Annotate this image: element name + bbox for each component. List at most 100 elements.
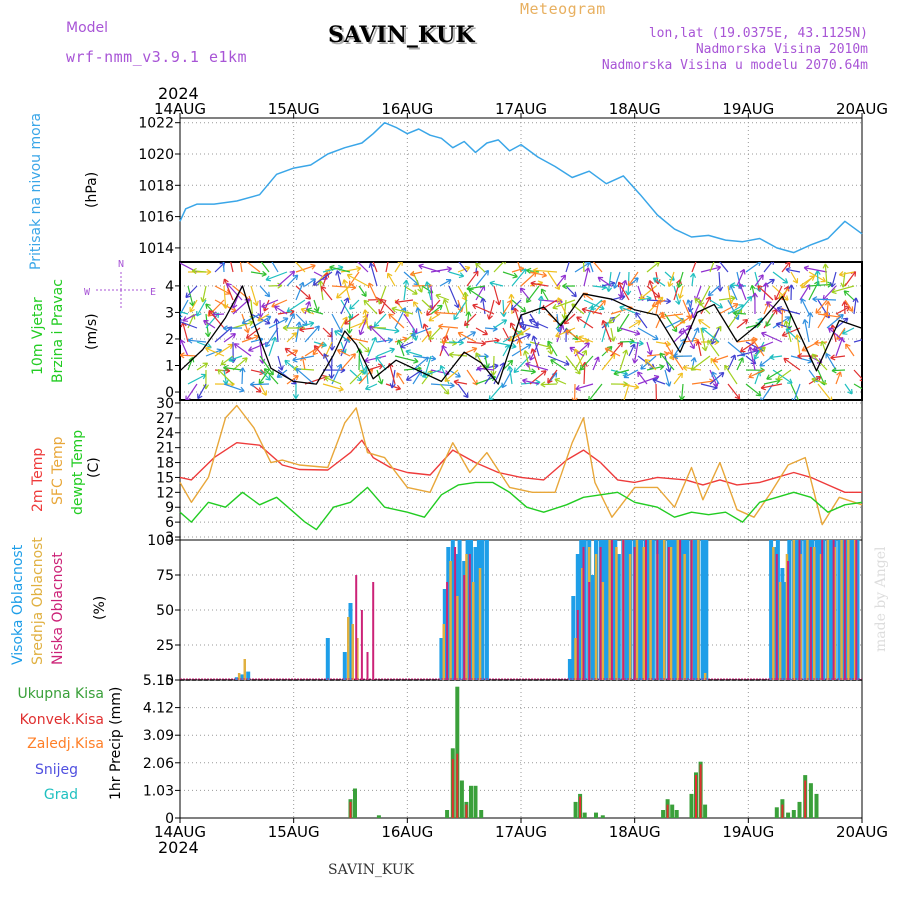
wind-arrow [376, 369, 384, 385]
wind-arrow [457, 331, 477, 343]
pressure-ytick-label: 1014 [138, 241, 174, 257]
wind-arrow [623, 369, 639, 379]
wind-arrow [426, 299, 441, 316]
total-precip-bar [353, 788, 357, 818]
wind-arrow [340, 353, 356, 371]
low-cloud-bar [446, 582, 449, 680]
wind-arrow [462, 291, 469, 315]
wind-arrow [590, 299, 603, 311]
wind-arrow [522, 378, 540, 385]
wind-arrow [486, 299, 495, 320]
wind-arrow [664, 313, 678, 333]
wind-arrow [369, 325, 387, 343]
high-cloud-bar [240, 674, 245, 680]
cloud-side-label-1: Visoka Oblacnost [10, 544, 26, 665]
precip-legend-frz: Zaledj.Kisa [27, 736, 104, 752]
mid-cloud-bar [847, 540, 850, 680]
wind-arrow [651, 299, 666, 308]
wind-arrow [788, 284, 795, 301]
wind-arrow [250, 270, 267, 277]
total-precip-bar [689, 793, 694, 818]
wind-arrow [239, 262, 243, 273]
x-tick-label-bottom: 15AUG [268, 823, 320, 841]
low-cloud-bar [821, 540, 824, 680]
x-tick-label-top: 20AUG [836, 100, 888, 118]
wind-arrow [652, 378, 666, 385]
wind-arrow [655, 340, 671, 347]
wind-arrow [265, 271, 288, 282]
wind-arrow [556, 324, 565, 343]
wind-arrow [769, 354, 783, 361]
wind-arrow [844, 383, 853, 395]
wind-arrow [691, 262, 697, 273]
high-cloud-bar [450, 540, 455, 680]
mid-cloud-bar [676, 540, 680, 680]
wind-arrow [762, 282, 769, 301]
wind-arrow [493, 285, 502, 306]
mid-cloud-bar [608, 540, 611, 680]
total-precip-bar [661, 810, 666, 818]
wind-arrow [214, 285, 231, 295]
wind-arrow [822, 263, 829, 287]
mid-cloud-bar [833, 547, 836, 680]
total-precip-bar [582, 812, 587, 818]
wind-arrow [547, 271, 560, 291]
low-cloud-bar [360, 610, 363, 680]
wind-arrow [286, 332, 298, 343]
wind-arrow [250, 315, 272, 329]
wind-arrow [265, 327, 279, 348]
wind-arrow [694, 297, 711, 315]
wind-arrow [632, 341, 639, 364]
wind-arrow [790, 271, 799, 284]
wind-arrow [391, 306, 414, 315]
wind-arrow [800, 298, 810, 315]
wind-arrow [457, 346, 478, 357]
high-cloud-bar [590, 575, 595, 680]
total-precip-bar [670, 804, 675, 818]
wind-arrow [205, 346, 225, 357]
wind-arrow [673, 372, 683, 385]
wind-arrow [619, 305, 639, 315]
wind-arrow [204, 313, 212, 338]
wind-arrow [707, 285, 720, 297]
wind-arrow [646, 364, 665, 371]
wind-arrow [421, 299, 434, 311]
wind-arrow [475, 327, 489, 336]
mid-cloud-bar [703, 673, 707, 680]
wind-arrow [500, 299, 507, 318]
wind-arrow [331, 313, 343, 334]
wind-arrow [322, 383, 344, 392]
high-cloud-bar [787, 540, 792, 680]
wind-arrow [673, 285, 681, 305]
wind-arrow [673, 353, 693, 360]
wind-speed-line [179, 285, 863, 385]
wind-arrow [554, 377, 567, 385]
wind-arrow [760, 383, 783, 391]
total-precip-bar [703, 804, 708, 818]
wind-arrow [745, 262, 762, 273]
wind-arrow [579, 355, 594, 371]
wind-arrow [418, 263, 441, 273]
wind-arrow [794, 334, 801, 357]
temperature-ytick-label: 12 [156, 485, 174, 501]
wind-arrow [182, 313, 198, 322]
wind-arrow [294, 262, 306, 273]
wind-arrow [760, 383, 774, 400]
temperature-ytick-label: 6 [165, 515, 174, 531]
wind-arrow [189, 299, 198, 313]
wind-arrow [605, 271, 613, 292]
wind-arrow [257, 262, 270, 273]
wind-arrow [690, 355, 711, 371]
wind-arrow [639, 285, 657, 300]
temp-side-label-1: 2m Temp [30, 447, 46, 512]
conv-precip-bar [699, 764, 702, 818]
wind-arrow [428, 327, 441, 341]
mid-cloud-bar [819, 554, 823, 680]
wind-arrow [483, 355, 490, 369]
wind-arrow [439, 279, 452, 287]
wind-arrow [277, 270, 296, 287]
wind-arrow [400, 341, 414, 349]
wind-frame-bold [179, 261, 863, 401]
wind-arrow [511, 299, 527, 313]
low-cloud-bar [610, 540, 613, 680]
